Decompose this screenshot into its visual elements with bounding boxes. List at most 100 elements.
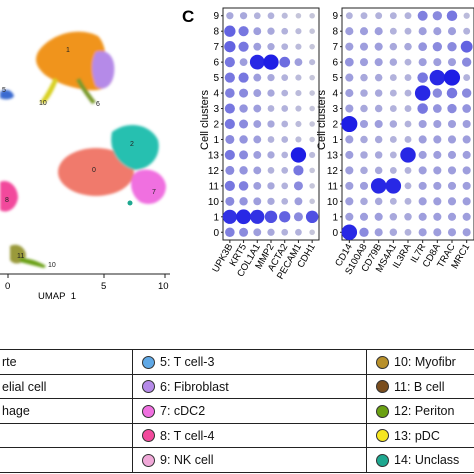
dotplot-y-tick-label: 1 xyxy=(332,135,338,146)
legend-cell: hage xyxy=(2,399,132,423)
dotplot-dot xyxy=(389,27,397,35)
dotplot-dot xyxy=(295,120,302,128)
dotplot-dot xyxy=(281,167,289,174)
legend-cell: 10: Myofibr xyxy=(376,350,474,374)
dotplot-y-tick-label: 5 xyxy=(332,73,338,84)
dotplot-x-tick-label: S100A8 xyxy=(343,242,369,277)
dotplot-dot xyxy=(418,228,427,237)
dotplot-dot xyxy=(239,166,248,175)
dotplot-dot xyxy=(360,104,368,113)
dotplot-dot xyxy=(433,150,442,159)
dotplot-dot xyxy=(267,182,275,190)
dotplot-dot xyxy=(267,43,275,51)
dotplot-dot xyxy=(433,181,442,190)
dotplot-dot xyxy=(239,119,249,129)
dotplot-dot xyxy=(309,105,315,112)
dotplot-y-tick-label: 2 xyxy=(213,120,219,131)
dotplot-dot xyxy=(341,115,358,133)
dotplot-dot xyxy=(404,89,412,97)
dotplot-dot xyxy=(239,58,248,67)
dotplot-x-tick-label: CDH1 xyxy=(295,242,317,270)
legend-cell: rte xyxy=(2,350,132,374)
umap-x-axis-label: UMAP_1 xyxy=(38,291,76,300)
dotplot-x-tick-label: IL7R xyxy=(409,242,429,265)
umap-x-tick: 5 xyxy=(101,281,106,292)
dotplot-dot xyxy=(447,166,457,175)
dotplot-dot xyxy=(253,73,262,82)
dotplot-dot xyxy=(267,105,275,112)
dotplot-y-tick-label: 8 xyxy=(332,27,338,38)
legend-row: 8: T cell-4 13: pDC xyxy=(0,422,474,448)
dotplot-y-tick-label: 9 xyxy=(213,11,219,22)
dotplot-dot xyxy=(224,57,235,68)
dotplot-dot xyxy=(374,135,383,144)
legend-label: 5: T cell-3 xyxy=(160,355,215,369)
legend-cell: 13: pDC xyxy=(376,424,474,448)
dotplot-dot xyxy=(309,12,315,19)
dotplot-dot xyxy=(309,74,315,81)
dotplot-y-tick-label: 10 xyxy=(208,197,220,208)
dotplot-dot xyxy=(447,181,457,190)
dotplot-dot xyxy=(359,212,369,221)
dotplot-dot xyxy=(253,197,262,206)
dotplot-dot xyxy=(374,212,383,221)
dotplot-y-tick-label: 13 xyxy=(208,150,220,161)
dotplot-dot xyxy=(429,69,446,86)
dotplot-dot xyxy=(389,58,398,66)
dotplot-dot xyxy=(239,12,248,20)
dotplot-x-tick-label: ACTA2 xyxy=(266,242,290,273)
dotplot-dot xyxy=(433,27,442,36)
legend-cell: 12: Periton xyxy=(376,399,474,423)
dotplot-frame xyxy=(222,7,320,241)
dotplot-dot xyxy=(309,59,316,66)
legend-label: 11: B cell xyxy=(394,379,445,394)
legend-label: hage xyxy=(2,404,30,419)
dotplot-dot xyxy=(404,166,412,174)
dotplot-dot xyxy=(224,25,236,37)
dotplot-dot xyxy=(360,166,368,175)
dotplot-dot xyxy=(281,228,289,236)
dotplot-dot xyxy=(309,183,315,189)
legend-label: 12: Periton xyxy=(394,404,455,419)
dotplot-dot xyxy=(404,197,412,205)
dotplot-dot xyxy=(374,42,383,51)
dotplot-dot xyxy=(417,72,428,83)
dotplot-dot xyxy=(463,12,470,19)
dotplot-dot xyxy=(389,105,397,112)
dotplot-dot xyxy=(375,12,383,20)
dotplot-y-tick-label: 8 xyxy=(213,27,219,38)
dotplot-dot xyxy=(374,197,383,206)
legend-cell: 7: cDC2 xyxy=(142,399,374,423)
legend-row: rte 5: T cell-3 10: Myofibr xyxy=(0,349,474,374)
dotplot-dot xyxy=(433,212,442,221)
dotplot-dot xyxy=(239,150,249,160)
dotplot-y-tick-label: 3 xyxy=(213,104,219,115)
dotplot-dot xyxy=(374,151,383,159)
dotplot-dot xyxy=(253,120,262,128)
dotplot-dot xyxy=(345,166,354,175)
dotplot-x-tick-label: IL3RA xyxy=(391,241,414,270)
dotplot-dot xyxy=(309,167,315,174)
dotplot-dot xyxy=(345,135,354,144)
dotplot-dot xyxy=(309,28,315,34)
dotplot-dot xyxy=(389,42,398,51)
dotplot-dot xyxy=(239,197,248,206)
dotplot-dot xyxy=(447,212,457,221)
dotplot-dot xyxy=(447,103,457,114)
umap-cluster-2 xyxy=(111,125,159,170)
dotplot-dot xyxy=(447,27,457,36)
dotplot-dot xyxy=(462,181,471,190)
umap-cluster-6 xyxy=(92,51,115,89)
dotplot-dot xyxy=(462,135,471,144)
dotplot-x-tick-label: COL1A1 xyxy=(235,242,263,279)
dotplot-dot xyxy=(281,197,289,205)
dotplot-y-tick-label: 6 xyxy=(213,58,219,69)
dotplot-dot xyxy=(447,228,457,237)
dotplot-dot xyxy=(236,209,251,225)
dotplot-dot xyxy=(374,58,383,67)
dotplot-dot xyxy=(359,181,369,190)
dotplot-dot xyxy=(281,136,289,143)
dotplot-dot xyxy=(293,212,303,222)
dotplot-y-tick-label: 11 xyxy=(209,181,220,192)
dotplot-dot xyxy=(224,72,235,83)
